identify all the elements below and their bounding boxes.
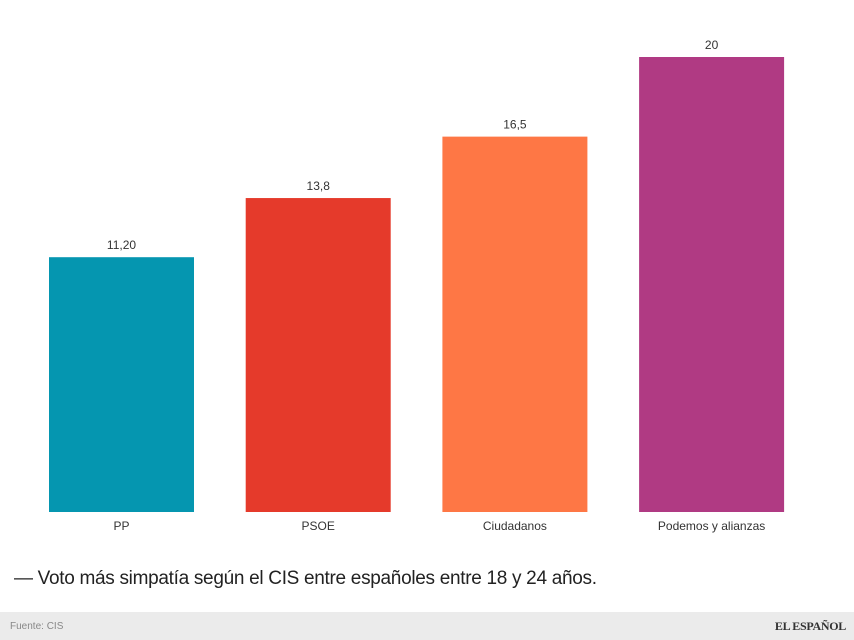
x-tick-label: PP xyxy=(113,519,129,533)
bar-psoe xyxy=(245,198,391,513)
data-label: 13,8 xyxy=(307,179,331,193)
bar-ciudadanos xyxy=(442,136,588,512)
data-label: 16,5 xyxy=(503,118,527,132)
chart-caption: — Voto más simpatía según el CIS entre e… xyxy=(14,568,597,589)
data-label: 20 xyxy=(705,38,719,52)
x-tick-label: Ciudadanos xyxy=(483,519,547,533)
bar-podemos-y-alianzas xyxy=(639,57,785,512)
el-espanol-logo: EL ESPAÑOL xyxy=(774,619,846,633)
source-note: Fuente: CIS xyxy=(10,621,64,632)
data-label: 11,20 xyxy=(107,238,136,252)
x-tick-label: PSOE xyxy=(302,519,335,533)
x-tick-label: Podemos y alianzas xyxy=(658,519,765,533)
footer: Fuente: CIS EL ESPAÑOL xyxy=(0,612,854,640)
bar-pp xyxy=(49,257,194,512)
bar-chart: 11,20 PP 13,8 PSOE 16,5 Ciudadanos 20 Podemos y… xyxy=(49,38,785,533)
